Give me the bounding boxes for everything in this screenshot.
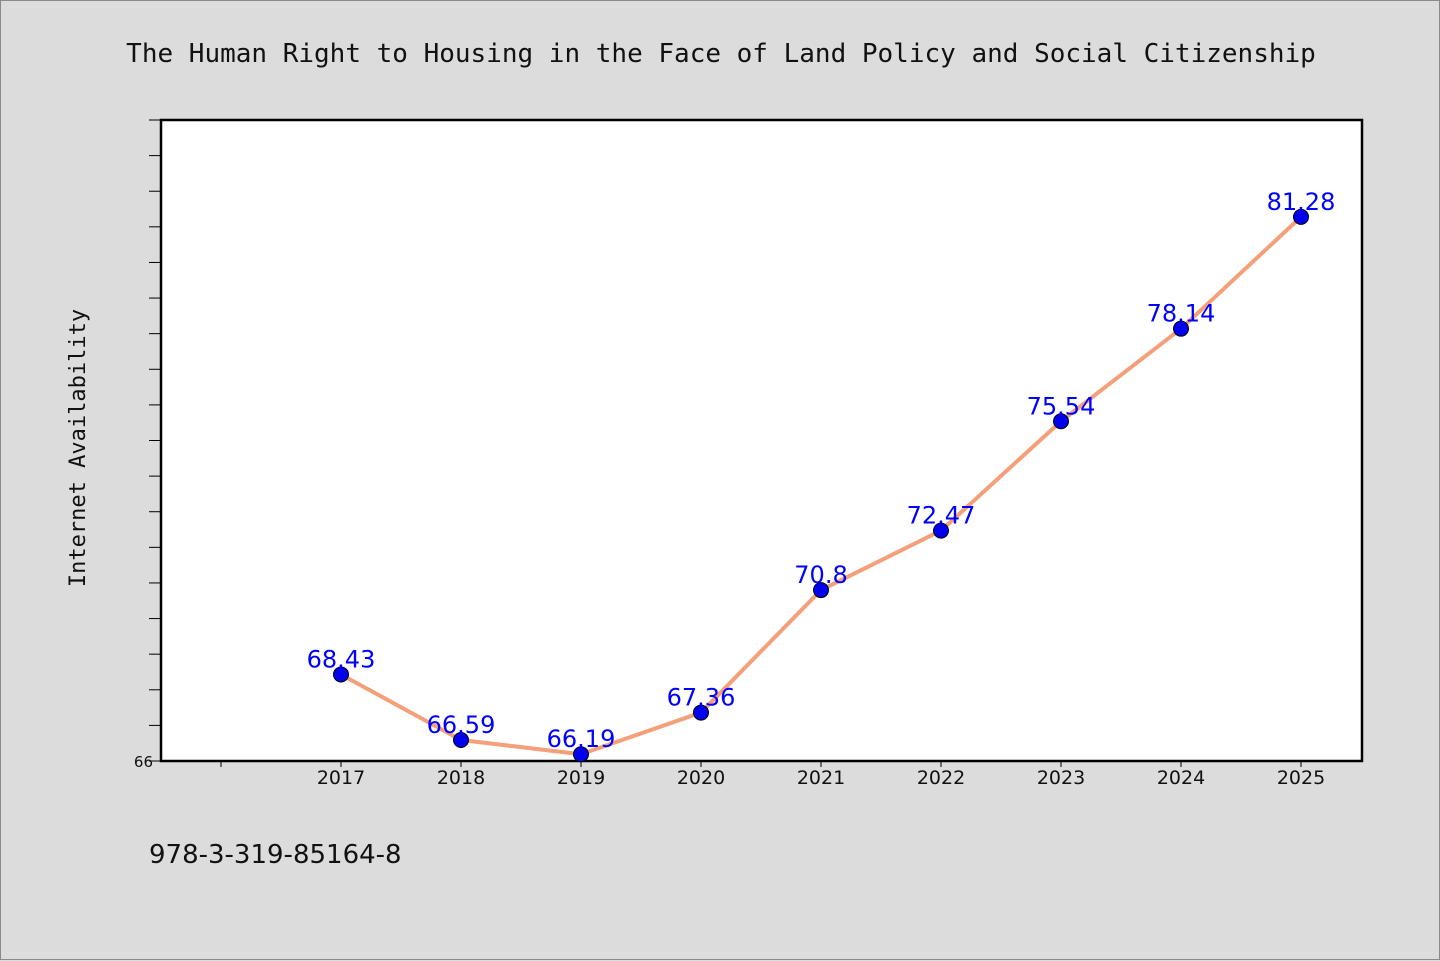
y-axis-label: Internet Availability	[66, 309, 91, 587]
series-markers	[333, 208, 1309, 763]
data-label-2017: 68.43	[307, 645, 376, 673]
data-label-2020: 67.36	[667, 684, 736, 712]
x-tick-label-2020: 2020	[677, 767, 725, 789]
chart-title: The Human Right to Housing in the Face o…	[126, 39, 1316, 69]
x-tick-label-2017: 2017	[317, 767, 365, 789]
x-tick-label-2025: 2025	[1277, 767, 1325, 789]
x-tick-label-2022: 2022	[917, 767, 965, 789]
data-label-2023: 75.54	[1027, 392, 1096, 420]
data-label-2022: 72.47	[907, 502, 976, 530]
data-labels: 68.43 66.59 66.19 67.36 70.8 72.47 75.54 78.14 8…	[307, 188, 1336, 753]
x-tick-label-2019: 2019	[557, 767, 605, 789]
plot-area	[159, 118, 1364, 763]
data-point-2019	[573, 746, 589, 763]
data-label-2018: 66.59	[427, 711, 496, 739]
x-tick-label-2018: 2018	[437, 767, 485, 789]
data-label-2025: 81.28	[1267, 188, 1336, 216]
data-label-2019: 66.19	[547, 725, 616, 753]
axis-ticks	[149, 119, 1302, 767]
x-tick-label-2023: 2023	[1037, 767, 1085, 789]
x-tick-labels: 2017 2018 2019 2020 2021 2022 2023 2024 2025	[317, 767, 1325, 789]
x-tick-label-2024: 2024	[1157, 767, 1205, 789]
y-tick-label-66: 66	[134, 753, 153, 771]
data-point-2018	[453, 731, 469, 748]
data-point-2020	[693, 704, 709, 721]
isbn-footer: 978-3-319-85164-8	[149, 840, 402, 870]
data-point-2023	[1053, 413, 1069, 430]
data-label-2021: 70.8	[794, 561, 847, 589]
data-point-2024	[1173, 320, 1189, 337]
data-point-2021	[813, 582, 829, 599]
data-point-2022	[933, 522, 949, 539]
x-tick-label-2021: 2021	[797, 767, 845, 789]
data-point-2017	[333, 666, 349, 683]
data-label-2024: 78.14	[1147, 300, 1216, 328]
data-point-2025	[1293, 208, 1309, 225]
